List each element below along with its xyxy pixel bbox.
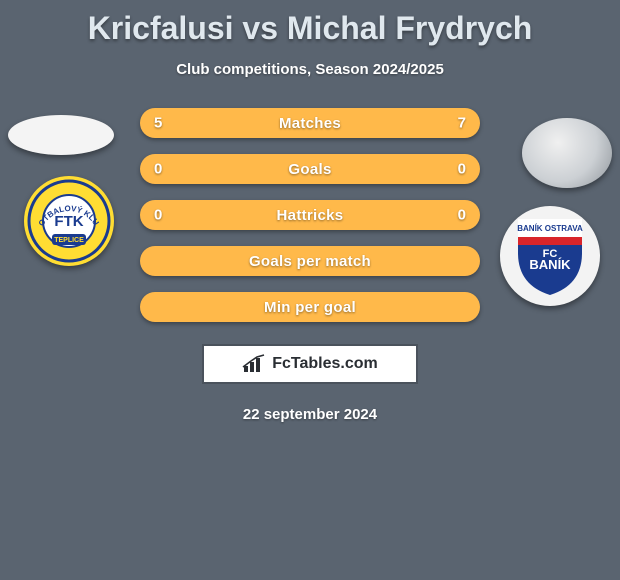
stat-row-hattricks: 0 Hattricks 0 (140, 200, 480, 230)
stat-left-value: 0 (154, 207, 162, 224)
stat-row-mpg: Min per goal (140, 292, 480, 322)
stat-label: Goals per match (249, 253, 371, 270)
stat-right-value: 0 (458, 161, 466, 178)
season-subtitle: Club competitions, Season 2024/2025 (0, 61, 620, 78)
stat-left-value: 0 (154, 161, 162, 178)
brand-text: FcTables.com (272, 355, 378, 373)
stat-label: Goals (288, 161, 331, 178)
stat-row-matches: 5 Matches 7 (140, 108, 480, 138)
stat-label: Hattricks (277, 207, 344, 224)
stat-row-gpm: Goals per match (140, 246, 480, 276)
stats-container: 5 Matches 7 0 Goals 0 0 Hattricks 0 Goal… (140, 108, 480, 322)
stat-row-goals: 0 Goals 0 (140, 154, 480, 184)
bar-chart-icon (242, 354, 266, 374)
stat-right-value: 0 (458, 207, 466, 224)
page-title: Kricfalusi vs Michal Frydrych (0, 0, 620, 47)
brand-badge: FcTables.com (202, 344, 418, 384)
stat-right-value: 7 (458, 115, 466, 132)
stat-label: Min per goal (264, 299, 356, 316)
date-line: 22 september 2024 (0, 406, 620, 423)
stat-left-value: 5 (154, 115, 162, 132)
stat-label: Matches (279, 115, 341, 132)
